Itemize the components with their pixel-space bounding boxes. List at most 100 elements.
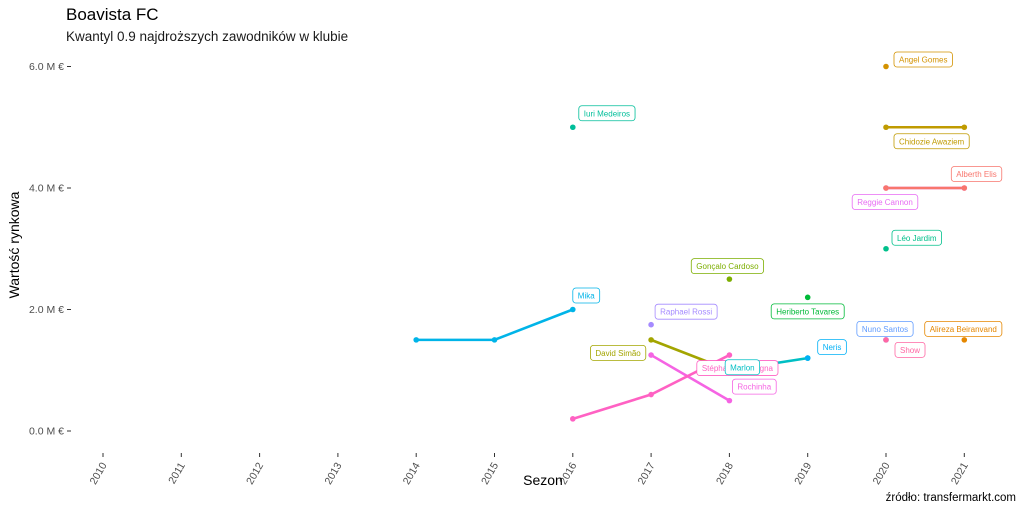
x-tick-label: 2017 bbox=[636, 460, 658, 486]
point-label-text: Rochinha bbox=[737, 383, 771, 392]
data-point-alberth-elis bbox=[961, 185, 968, 191]
point-label-text: David Simão bbox=[595, 349, 641, 358]
data-point-iuri-medeiros bbox=[570, 124, 576, 131]
x-axis-title: Sezon bbox=[523, 472, 563, 488]
point-label-reggie-cannon: Reggie Cannon bbox=[851, 194, 919, 210]
point-label-box bbox=[578, 105, 636, 122]
point-label-leo-jardim: Léo Jardim bbox=[891, 229, 942, 246]
data-point-raphael-rossi bbox=[648, 321, 654, 328]
point-label-text: Nuno Santos bbox=[862, 325, 908, 334]
point-label-text: Mika bbox=[578, 292, 595, 301]
point-label-show: Show bbox=[894, 341, 926, 358]
data-point-mika bbox=[570, 306, 576, 313]
point-label-box bbox=[891, 229, 942, 246]
point-label-chidozie-awaziem: Chidozie Awaziem bbox=[893, 133, 970, 150]
point-label-box bbox=[856, 320, 914, 337]
y-tick-label: 6.0 M € bbox=[29, 61, 64, 73]
point-label-text: Alberth Elis bbox=[956, 170, 996, 179]
point-labels: Mika Iuri Medeiros Gonçalo Cardoso Raphael … bbox=[572, 51, 1003, 395]
series-lines bbox=[414, 125, 966, 421]
point-label-raphael-rossi: Raphael Rossi bbox=[654, 303, 718, 320]
data-point-heriberto-tavares bbox=[804, 294, 811, 301]
data-point-neris bbox=[804, 355, 811, 361]
point-label-text: Marlon bbox=[730, 363, 754, 372]
series-line-rochinha bbox=[649, 353, 731, 402]
point-label-box bbox=[732, 378, 777, 395]
point-label-box bbox=[851, 194, 919, 210]
x-tick-label: 2013 bbox=[322, 460, 344, 486]
point-label-text: Neris bbox=[823, 343, 842, 352]
series-points bbox=[413, 63, 968, 422]
x-tick-label: 2011 bbox=[166, 460, 188, 486]
y-axis-title: Wartość rynkowa bbox=[6, 191, 22, 298]
x-tick-label: 2015 bbox=[479, 460, 501, 486]
point-label-text: Iuri Medeiros bbox=[584, 109, 630, 118]
point-label-alireza-beiranvand: Alireza Beiranvand bbox=[924, 320, 1003, 337]
point-label-iuri-medeiros: Iuri Medeiros bbox=[578, 105, 636, 122]
x-tick-label: 2010 bbox=[88, 460, 110, 486]
point-label-text: Angel Gomes bbox=[899, 56, 947, 65]
point-label-neris: Neris bbox=[817, 339, 847, 356]
point-label-nuno-santos: Nuno Santos bbox=[856, 320, 914, 337]
point-label-rochinha: Rochinha bbox=[732, 378, 777, 395]
point-label-angel-gomes: Angel Gomes bbox=[893, 51, 953, 68]
data-point-mika bbox=[491, 337, 498, 343]
data-point-stephane-sparagna bbox=[570, 416, 576, 422]
point-label-box bbox=[817, 339, 847, 356]
data-point-chidozie-awaziem bbox=[883, 124, 889, 131]
data-point-mika bbox=[413, 337, 420, 343]
x-tick-label: 2020 bbox=[871, 460, 893, 486]
data-point-david-simao bbox=[648, 337, 654, 343]
point-label-text: Alireza Beiranvand bbox=[930, 325, 997, 334]
data-point-angel-gomes bbox=[883, 63, 889, 70]
point-label-box bbox=[590, 344, 647, 361]
point-label-text: Raphael Rossi bbox=[660, 308, 712, 317]
data-point-alberth-elis bbox=[883, 185, 889, 191]
data-point-stephane-sparagna bbox=[648, 391, 654, 398]
y-tick-label: 2.0 M € bbox=[29, 304, 64, 316]
chart-title: Boavista FC bbox=[66, 5, 159, 24]
data-point-rochinha bbox=[726, 397, 733, 404]
point-label-box bbox=[893, 133, 970, 150]
point-label-box bbox=[770, 303, 845, 320]
point-label-box bbox=[654, 303, 718, 320]
point-label-box bbox=[572, 287, 601, 304]
point-label-text: Gonçalo Cardoso bbox=[696, 262, 759, 271]
point-label-text: Heriberto Tavares bbox=[776, 307, 839, 316]
data-point-goncalo-cardoso bbox=[726, 276, 733, 282]
data-point-rochinha bbox=[648, 352, 654, 358]
x-tick-label: 2021 bbox=[949, 460, 971, 486]
point-label-alberth-elis: Alberth Elis bbox=[950, 166, 1003, 182]
axes: 0.0 M € 2.0 M € 4.0 M € 6.0 M € 2010 2011 2012… bbox=[29, 61, 971, 487]
x-tick-label: 2018 bbox=[714, 460, 736, 486]
data-point-chidozie-awaziem bbox=[961, 124, 968, 131]
point-label-text: Reggie Cannon bbox=[857, 198, 913, 207]
x-tick-label: 2014 bbox=[401, 460, 423, 486]
y-tick-label: 4.0 M € bbox=[29, 183, 64, 195]
point-label-text: Léo Jardim bbox=[897, 234, 937, 243]
series-line-mika bbox=[414, 308, 575, 342]
point-label-box bbox=[894, 341, 926, 358]
point-label-goncalo-cardoso: Gonçalo Cardoso bbox=[690, 258, 764, 275]
data-point-leo-jardim bbox=[883, 245, 889, 252]
x-tick-label: 2019 bbox=[792, 460, 814, 486]
point-label-box bbox=[950, 166, 1003, 182]
data-point-alireza-beiranvand bbox=[961, 337, 968, 343]
x-tick-label: 2012 bbox=[244, 460, 266, 486]
chart-caption: źródło: transfermarkt.com bbox=[885, 492, 1016, 504]
point-label-box bbox=[924, 320, 1003, 337]
point-label-david-simao: David Simão bbox=[590, 344, 647, 361]
point-label-heriberto-tavares: Heriberto Tavares bbox=[770, 303, 845, 320]
data-point-show bbox=[883, 337, 889, 343]
y-tick-label: 0.0 M € bbox=[29, 426, 64, 438]
point-label-text: Chidozie Awaziem bbox=[899, 137, 965, 146]
point-label-mika: Mika bbox=[572, 287, 601, 304]
data-point-stephane-sparagna bbox=[726, 352, 733, 358]
point-label-box bbox=[724, 359, 761, 376]
chart-subtitle: Kwantyl 0.9 najdroższych zawodników w kl… bbox=[66, 29, 349, 44]
point-label-marlon: Marlon bbox=[724, 359, 761, 376]
point-label-box bbox=[893, 51, 953, 68]
point-label-box bbox=[690, 258, 764, 275]
point-label-text: Show bbox=[900, 346, 920, 355]
